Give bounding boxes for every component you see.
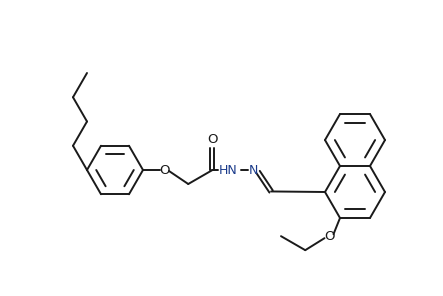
Text: O: O xyxy=(159,163,169,176)
Text: O: O xyxy=(207,133,218,146)
Text: N: N xyxy=(249,163,258,176)
Text: O: O xyxy=(324,230,335,243)
Text: HN: HN xyxy=(218,163,237,176)
